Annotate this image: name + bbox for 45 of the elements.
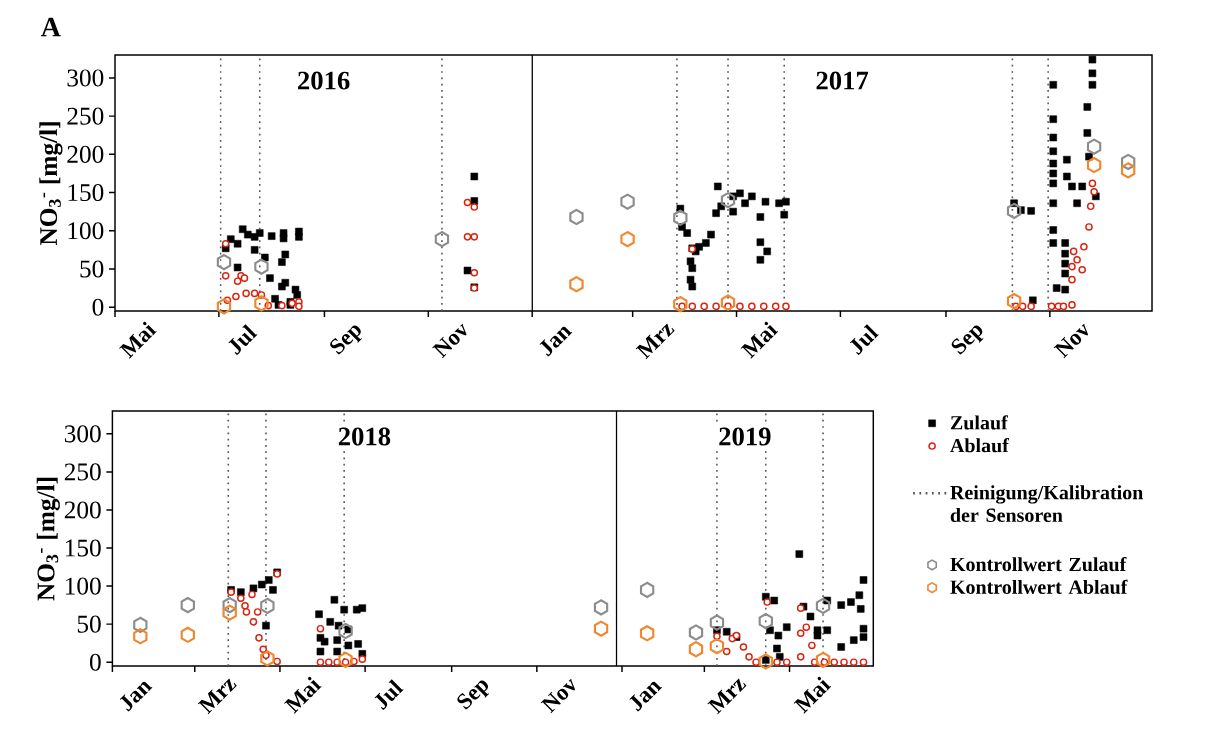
- text: Reinigung/Kalibration der Sensoren: [950, 485, 1144, 523]
- x-tick-label: Nov: [1053, 323, 1089, 359]
- y-tick-label: 0: [92, 298, 104, 316]
- annotation: 2016: [298, 71, 350, 90]
- x-tick-label: Jul: [228, 324, 258, 355]
- legend-label: Kontrollwert Ablauf: [950, 579, 1128, 594]
- x-tick-label: Mai: [793, 676, 832, 714]
- y-tick-label: 0: [90, 653, 101, 671]
- x-tick-label: Sep: [330, 325, 362, 355]
- y-axis-title: NO$_{3}$$^{-}$ [mg/l]: [39, 122, 63, 246]
- x-tick-label: Jan: [629, 681, 663, 712]
- y-tick-label: 50: [80, 260, 104, 278]
- y-tick-label: 250: [64, 463, 101, 481]
- y-tick-label: 150: [65, 539, 101, 557]
- x-tick-label: Jan: [119, 681, 153, 712]
- x-tick-label: Mrz: [707, 678, 747, 715]
- y-tick-label: 50: [77, 615, 101, 633]
- x-tick-label: Mrz: [635, 323, 675, 360]
- x-tick-label: Jan: [539, 326, 573, 357]
- x-tick-label: Nov: [432, 323, 467, 359]
- legend-label: Zulauf: [950, 415, 1008, 430]
- legend-label: Kontrollwert Zulauf: [950, 556, 1127, 572]
- y-tick-label: 200: [64, 501, 101, 519]
- x-tick-label: Mai: [740, 321, 779, 359]
- legend-label: Ablauf: [950, 438, 1010, 453]
- x-tick-label: Jul: [849, 324, 879, 355]
- x-tick-label: Mrz: [197, 678, 237, 715]
- y-tick-label: 100: [68, 222, 104, 240]
- y-tick-label: 150: [68, 184, 104, 202]
- x-tick-label: Nov: [540, 678, 576, 714]
- x-tick-label: Mai: [119, 321, 157, 359]
- y-tick-label: 300: [64, 425, 101, 443]
- annotation: 2017: [816, 71, 869, 90]
- y-tick-label: 200: [67, 145, 104, 163]
- annotation: 2019: [719, 427, 771, 446]
- annotation: 2018: [338, 427, 391, 446]
- y-axis-title: NO$_{3}$$^{-}$ [mg/l]: [36, 477, 60, 601]
- chart-title: A: [40, 17, 61, 37]
- y-tick-label: 250: [67, 107, 104, 125]
- x-tick-label: Sep: [951, 325, 984, 355]
- y-tick-label: 300: [67, 69, 104, 87]
- x-tick-label: Sep: [457, 680, 490, 710]
- x-tick-label: Jul: [374, 679, 404, 710]
- x-tick-label: Mai: [284, 676, 322, 714]
- y-tick-label: 100: [65, 577, 101, 595]
